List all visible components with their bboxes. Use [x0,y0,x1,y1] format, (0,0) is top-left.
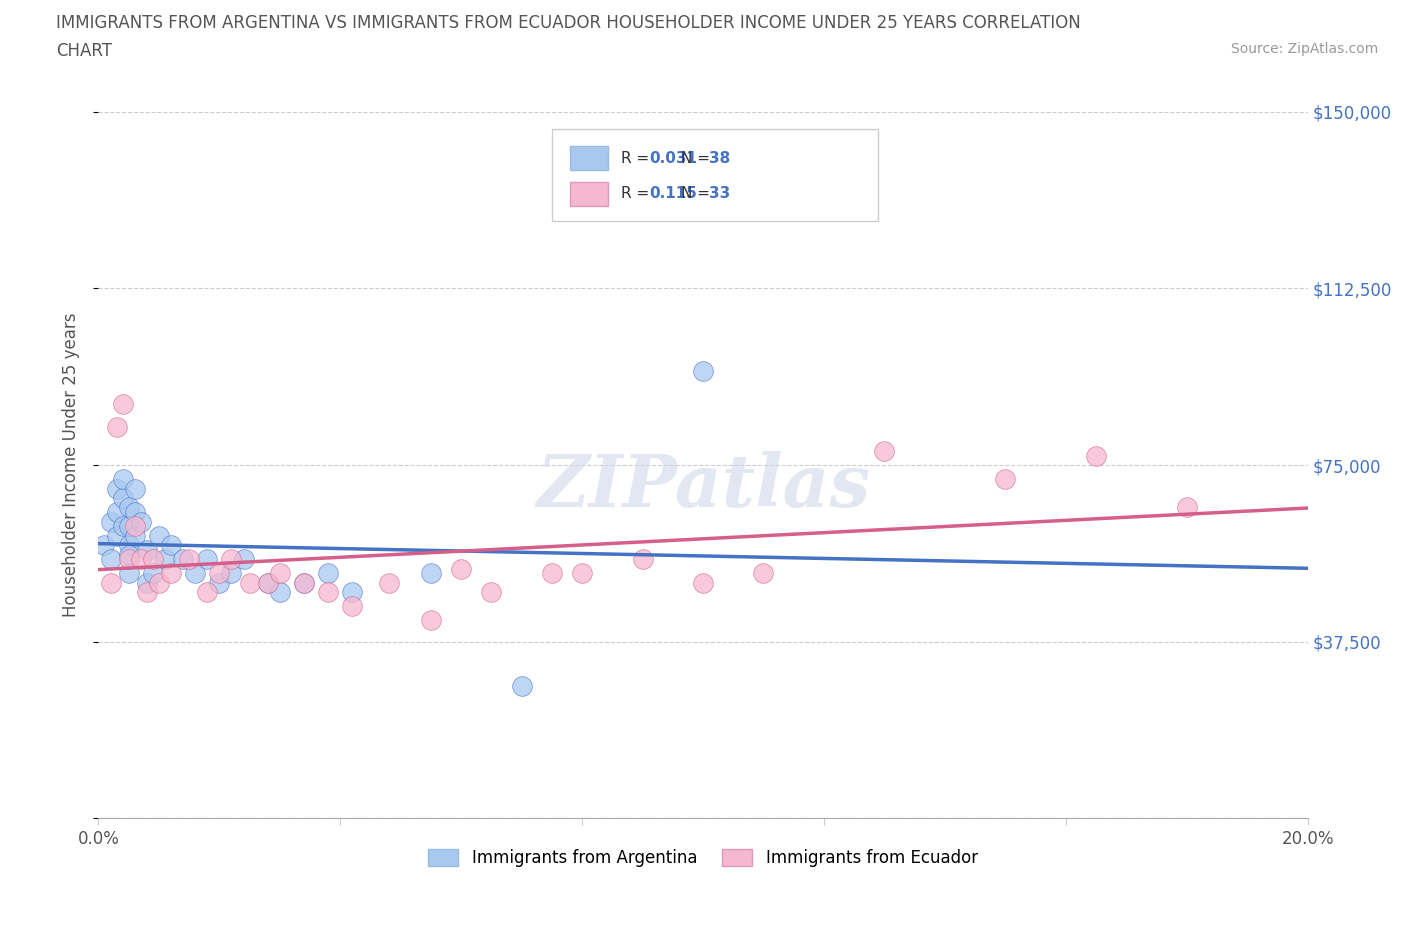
Point [111,396,134,411]
Point [105,505,128,520]
FancyBboxPatch shape [551,129,879,221]
Bar [571,182,609,206]
Point [118,500,141,515]
Point [135,542,157,557]
Point [124,505,146,520]
Point [239,576,262,591]
Point [221,551,243,566]
Text: IMMIGRANTS FROM ARGENTINA VS IMMIGRANTS FROM ECUADOR HOUSEHOLDER INCOME UNDER 25: IMMIGRANTS FROM ARGENTINA VS IMMIGRANTS … [56,14,1081,32]
Point [93,538,115,552]
Point [1175,500,1198,515]
Point [481,585,503,600]
Point [160,566,183,581]
Y-axis label: Householder Income Under 25 years: Householder Income Under 25 years [62,312,80,618]
Point [118,551,141,566]
Text: 0.115: 0.115 [650,186,697,202]
Point [118,547,141,562]
Point [269,566,291,581]
Point [208,566,231,581]
Text: N =: N = [681,186,714,202]
Point [124,528,146,543]
Point [111,472,134,486]
Point [129,551,152,566]
Point [124,481,146,496]
Point [692,576,714,591]
Point [129,514,152,529]
Point [692,364,714,379]
Point [994,472,1017,486]
Text: N =: N = [681,151,714,166]
Point [540,566,562,581]
Point [142,551,165,566]
Point [179,551,201,566]
Point [111,490,134,505]
Point [377,576,399,591]
Point [111,519,134,534]
Point [256,576,278,591]
Point [571,566,593,581]
Point [1085,448,1108,463]
Point [105,419,128,434]
Bar [571,146,609,170]
Point [873,444,896,458]
Point [316,566,339,581]
Text: CHART: CHART [56,42,112,60]
Point [221,566,243,581]
Point [631,551,654,566]
Point [292,576,315,591]
Legend: Immigrants from Argentina, Immigrants from Ecuador: Immigrants from Argentina, Immigrants fr… [422,843,984,873]
Point [450,561,472,576]
Point [420,613,443,628]
Text: R =: R = [621,151,654,166]
Point [256,576,278,591]
Point [195,585,218,600]
Point [105,528,128,543]
Point [316,585,339,600]
Point [118,519,141,534]
Point [148,528,170,543]
Point [153,551,176,566]
Text: 0.031: 0.031 [650,151,697,166]
Text: ZIPatlas: ZIPatlas [536,451,870,522]
Point [342,599,364,614]
Point [208,576,231,591]
Point [118,566,141,581]
Point [752,566,775,581]
Point [135,585,157,600]
Point [160,538,183,552]
Point [195,551,218,566]
Point [118,538,141,552]
Point [232,551,254,566]
Point [342,585,364,600]
Point [100,551,122,566]
Point [292,576,315,591]
Point [184,566,207,581]
Point [510,679,533,694]
Point [148,576,170,591]
Point [100,514,122,529]
Text: Source: ZipAtlas.com: Source: ZipAtlas.com [1230,42,1378,56]
Point [269,585,291,600]
Point [100,576,122,591]
Point [420,566,443,581]
Text: R =: R = [621,186,654,202]
Point [172,551,194,566]
Point [124,519,146,534]
Text: 38: 38 [709,151,730,166]
Point [105,481,128,496]
Text: 33: 33 [709,186,730,202]
Point [142,566,165,581]
Point [135,576,157,591]
